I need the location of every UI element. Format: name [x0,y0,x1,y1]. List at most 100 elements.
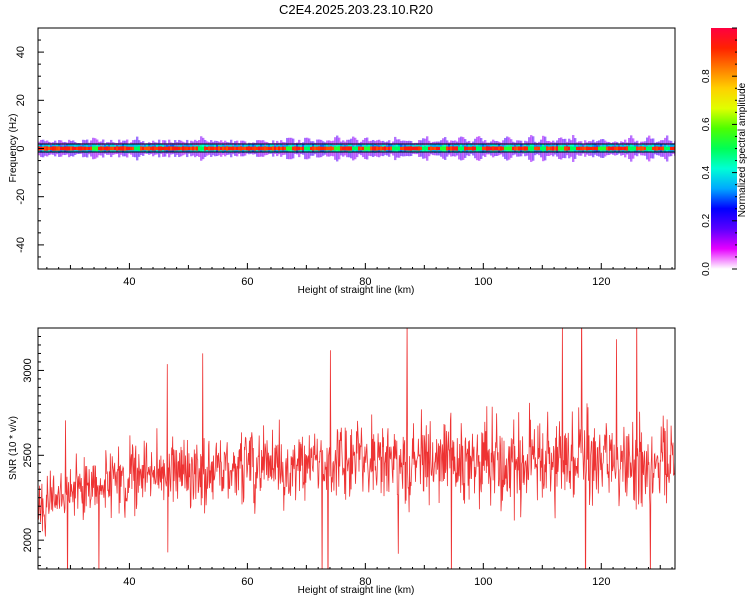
heatmap-cell [578,146,581,151]
heatmap-cell [504,146,507,151]
heatmap-cell [290,146,293,151]
heatmap-cell [508,146,511,151]
heatmap-cell [86,146,89,151]
heatmap-cell [564,146,567,151]
heatmap-cell [572,146,575,151]
heatmap-cell [234,146,237,151]
heatmap-cell [184,146,187,151]
heatmap-cell [434,146,437,151]
heatmap-cell [140,146,143,151]
heatmap-cell [256,146,259,151]
snr-y-ticks: 2000 2500 3000 [22,327,44,567]
heatmap-cell [514,146,517,151]
x-tick-label: 120 [592,576,610,588]
heatmap-cell [424,146,427,151]
x-tick-label: 40 [123,276,135,288]
heatmap-cell [446,146,449,151]
heatmap-cell [602,146,605,151]
heatmap-cell [422,146,425,151]
heatmap-cell [196,146,199,151]
heatmap-cell [378,146,381,151]
heatmap-cell [346,146,349,151]
heatmap-cell [68,146,71,151]
figure-title: C2E4.2025.203.23.10.R20 [279,2,433,17]
heatmap-cell [560,146,563,151]
heatmap-cell [200,146,203,151]
heatmap-cell [566,146,569,151]
heatmap-cell [374,146,377,151]
heatmap-cell [664,146,667,151]
heatmap-cell [402,146,405,151]
heatmap-cell [96,146,99,151]
heatmap-cell [80,146,83,151]
heatmap-cell [148,146,151,151]
heatmap-cell [150,146,153,151]
heatmap-cell [320,146,323,151]
heatmap-cell [72,146,75,151]
x-tick-label: 60 [241,276,253,288]
heatmap-cell [186,146,189,151]
heatmap-cell [338,146,341,151]
heatmap-cell [144,146,147,151]
heatmap-cell [586,146,589,151]
x-tick-label: 40 [123,576,135,588]
heatmap-cell [100,146,103,151]
heatmap-cell [382,146,385,151]
heatmap-cell [636,146,639,151]
heatmap-cell [456,146,459,151]
heatmap-cell [416,146,419,151]
heatmap-cell [500,146,503,151]
heatmap-cell [454,146,457,151]
heatmap-cell [488,146,491,151]
heatmap-cell [340,146,343,151]
heatmap-cell [70,146,73,151]
heatmap-cell [288,146,291,151]
heatmap-cell [128,146,131,151]
heatmap-cell [550,146,553,151]
heatmap-cell [534,146,537,151]
heatmap-cell [156,146,159,151]
heatmap-cell [312,146,315,151]
x-tick-label: 100 [474,276,492,288]
heatmap-cell [668,146,671,151]
heatmap-cell [354,146,357,151]
heatmap-cell [44,146,47,151]
heatmap-cell [568,146,571,151]
snr-frame [37,327,676,570]
heatmap-cell [536,146,539,151]
x-tick-label: 60 [241,576,253,588]
y-tick-label: 2000 [22,528,34,552]
heatmap-cell [328,146,331,151]
heatmap-cell [450,146,453,151]
spectrogram-heat-layer [38,135,675,162]
heatmap-cell [342,146,345,151]
heatmap-cell [322,146,325,151]
heatmap-cell [192,146,195,151]
heatmap-cell [166,146,169,151]
heatmap-cell [542,146,545,151]
heatmap-cell [58,146,61,151]
spectrogram-x-label: Height of straight line (km) [298,285,415,296]
heatmap-cell [440,146,443,151]
heatmap-cell [410,146,413,151]
heatmap-cell [656,146,659,151]
heatmap-cell [272,146,275,151]
heatmap-cell [50,146,53,151]
colorbar-tick-label: 0.4 [701,165,712,179]
heatmap-cell [512,146,515,151]
heatmap-cell [332,146,335,151]
heatmap-cell [494,146,497,151]
heatmap-cell [362,146,365,151]
heatmap-cell [162,146,165,151]
heatmap-cell [124,146,127,151]
x-tick-label: 80 [359,276,371,288]
heatmap-cell [222,146,225,151]
heatmap-cell [56,146,59,151]
heatmap-cell [120,146,123,151]
heatmap-cell [232,146,235,151]
heatmap-cell [524,146,527,151]
heatmap-cell [282,146,285,151]
heatmap-cell [666,146,669,151]
heatmap-cell [498,146,501,151]
heatmap-cell [538,146,541,151]
